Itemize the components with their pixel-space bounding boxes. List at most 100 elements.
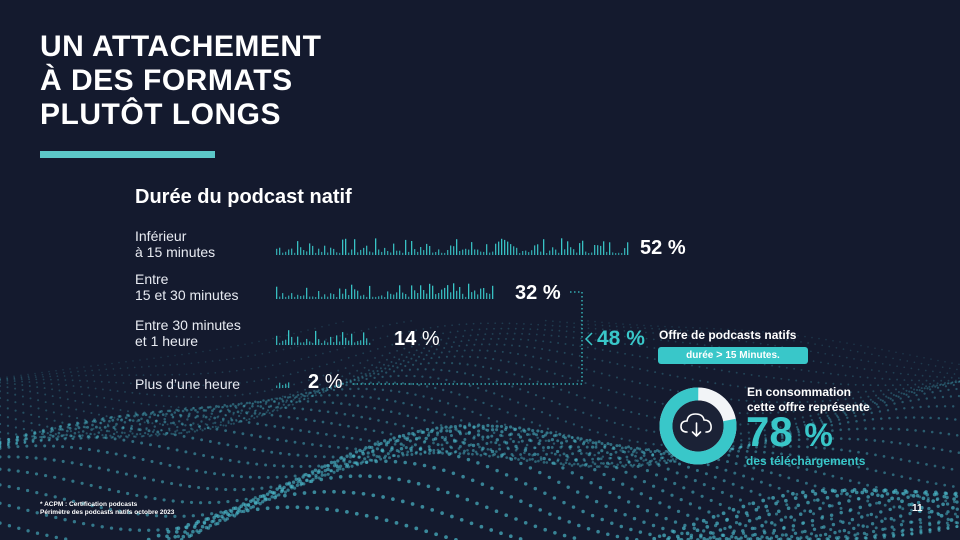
bar-segment: [429, 283, 431, 299]
bar-segment: [369, 251, 371, 255]
bar-segment: [390, 293, 392, 299]
bar-segment: [393, 294, 395, 299]
bar-segment: [348, 252, 350, 255]
bar-segment: [501, 238, 503, 255]
bar-segment: [627, 242, 629, 255]
bar-segment: [351, 333, 353, 345]
bar-segment: [285, 296, 287, 299]
bar-segment: [321, 296, 323, 299]
bar-segment: [282, 252, 284, 255]
bar-segment: [408, 296, 410, 299]
bar-segment: [276, 286, 278, 299]
bar-segment: [411, 241, 413, 255]
data-label-unit: %: [667, 237, 686, 259]
bar-segment: [351, 284, 353, 299]
bar-segment: [405, 239, 407, 255]
bar-segment: [549, 250, 551, 255]
bar-segment: [477, 294, 479, 299]
bar-segment: [531, 250, 533, 255]
bar-segment: [498, 241, 500, 255]
bar-segment: [288, 295, 290, 299]
bar-segment: [324, 294, 326, 299]
pill-text: durée: [686, 350, 714, 361]
bar-segment: [312, 245, 314, 255]
bar-segment: [306, 287, 308, 299]
bar-segment: [288, 249, 290, 255]
bar-segment: [621, 253, 623, 255]
data-label-value: 52: [640, 237, 663, 259]
bar-segment: [363, 247, 365, 255]
bar-segment: [381, 251, 383, 255]
bar-segment: [336, 297, 338, 299]
bar-segment: [330, 293, 332, 299]
slide-title: UN ATTACHEMENT À DES FORMATS PLUTÔT LONG…: [40, 30, 460, 132]
bar-segment: [564, 249, 566, 255]
bar-segment: [363, 332, 365, 345]
combined-percent: 48 %: [597, 327, 645, 350]
bar-segment: [414, 249, 416, 255]
title-underline: [40, 151, 215, 158]
bar-segment: [465, 296, 467, 299]
category-label-line: 15 et 30 minutes: [135, 287, 239, 303]
data-label: 52 %: [640, 237, 686, 260]
bar-segment: [354, 289, 356, 299]
bar-segment: [468, 249, 470, 255]
bar-segment: [351, 249, 353, 255]
bar-segment: [591, 252, 593, 255]
bar-segment: [420, 247, 422, 255]
bar-segment: [417, 251, 419, 255]
bar-segment: [453, 283, 455, 299]
bar-segment: [345, 288, 347, 299]
bar-segment: [399, 250, 401, 255]
consumption-percent: 78 %: [746, 408, 833, 456]
bar-segment: [420, 285, 422, 299]
bar-segment: [513, 246, 515, 255]
bar-segment: [378, 296, 380, 299]
offer-label: Offre de podcasts natifs: [659, 328, 797, 342]
bar-segment: [543, 239, 545, 255]
bar-segment: [519, 253, 521, 255]
bar-segment: [309, 243, 311, 255]
bar-segment: [597, 245, 599, 255]
bar-segment: [303, 250, 305, 255]
bar-segment: [417, 293, 419, 299]
bar-segment: [555, 249, 557, 255]
bar-segment: [321, 251, 323, 255]
bar-segment: [324, 245, 326, 255]
pill-text: 15 Minutes.: [725, 350, 780, 361]
bar-segment: [606, 251, 608, 255]
bar-segment: [414, 290, 416, 299]
bar-segment: [276, 248, 278, 255]
data-label-unit: %: [542, 282, 561, 304]
bar-segment: [339, 252, 341, 255]
bar-segment: [480, 251, 482, 255]
category-label: Plus d’une heure: [135, 376, 240, 392]
bar-segment: [546, 253, 548, 255]
title-line: À DES FORMATS: [40, 64, 293, 97]
duration-pill: durée > 15 Minutes.: [658, 347, 808, 364]
bar-segment: [441, 252, 443, 255]
bar-segment: [327, 252, 329, 255]
bar-segment: [441, 289, 443, 299]
bar-segment: [315, 330, 317, 345]
bar-segment: [534, 245, 536, 255]
bar-segment: [294, 252, 296, 255]
bar-segment: [387, 251, 389, 255]
bar-segment: [288, 382, 290, 388]
bar-segment: [282, 385, 284, 388]
bar-segment: [426, 293, 428, 299]
bar-segment: [309, 296, 311, 299]
bar-segment: [276, 335, 278, 345]
category-label-line: Entre: [135, 271, 169, 287]
donut-center: [672, 400, 724, 452]
bar-segment: [492, 251, 494, 255]
bar-segment: [447, 250, 449, 255]
bar-segment: [489, 252, 491, 255]
bar-segment: [384, 297, 386, 299]
bar-segment: [333, 294, 335, 299]
greater-than-symbol: >: [716, 349, 723, 361]
bar-segment: [366, 296, 368, 299]
bar-segment: [474, 249, 476, 255]
bar-segment: [444, 287, 446, 299]
bar-segment: [315, 297, 317, 299]
